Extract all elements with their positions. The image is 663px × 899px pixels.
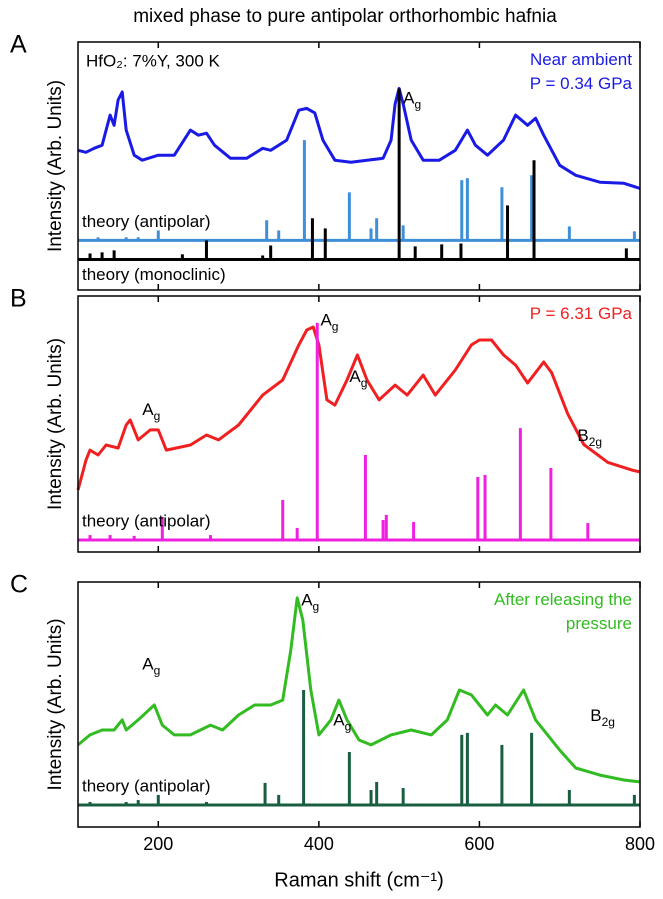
spectrum-name: After releasing the pressure: [494, 590, 632, 633]
annotation-main: A: [349, 367, 361, 386]
annotation-sub: g: [415, 98, 422, 112]
annotation-main: A: [403, 89, 415, 108]
panel-letter: C: [10, 571, 28, 599]
peak-annotation: Ag: [403, 89, 421, 112]
x-axis-label: Raman shift (cm⁻¹): [274, 869, 443, 891]
annotation-sub: 2g: [602, 715, 615, 729]
annotation-main: A: [142, 655, 154, 674]
annotation-main: A: [301, 591, 313, 610]
peak-annotation: Ag: [320, 311, 338, 334]
y-axis-label: Intensity (Arb. Units): [45, 618, 66, 790]
theory-label: theory (antipolar): [82, 212, 211, 231]
spectrum-line: [77, 87, 641, 190]
annotation-sub: 2g: [589, 435, 602, 449]
peak-annotation: Ag: [349, 367, 367, 390]
peak-annotation: B2g: [590, 706, 615, 729]
panel-letter: B: [10, 285, 27, 313]
peak-annotation: Ag: [142, 401, 160, 424]
condition-label: P = 6.31 GPa: [462, 302, 632, 326]
theory-label: theory (antipolar): [82, 511, 211, 530]
plot-frame: [77, 41, 641, 291]
y-axis-label: Intensity (Arb. Units): [45, 80, 66, 252]
x-tick-label: 200: [143, 834, 173, 854]
condition-label: After releasing the pressure: [462, 588, 632, 636]
condition-label: Near ambient P = 0.34 GPa: [462, 48, 632, 96]
annotation-sub: g: [345, 720, 352, 734]
pressure-label: P = 6.31 GPa: [529, 304, 632, 323]
annotation-sub: g: [154, 663, 161, 677]
spectrum-line: [77, 596, 641, 784]
spectrum-line: [76, 325, 641, 491]
peak-annotation: Ag: [142, 655, 160, 678]
plot-frame: [77, 581, 641, 828]
peak-annotation: Ag: [333, 711, 351, 734]
figure-title: mixed phase to pure antipolar orthorhomb…: [133, 6, 557, 27]
plot-frame: [77, 295, 641, 553]
pressure-label: P = 0.34 GPa: [529, 74, 632, 93]
theory-label: theory (monoclinic): [82, 265, 226, 284]
annotation-main: A: [142, 401, 154, 420]
peak-annotation: B2g: [577, 426, 602, 449]
x-tick-label: 400: [304, 834, 334, 854]
annotation-main: B: [590, 706, 601, 725]
peak-annotation: Ag: [301, 591, 319, 614]
annotation-main: A: [320, 311, 332, 330]
annotation-sub: g: [361, 376, 368, 390]
annotation-main: B: [577, 426, 588, 445]
annotation-sub: g: [154, 409, 161, 423]
x-tick-label: 800: [625, 834, 655, 854]
theory-label: theory (antipolar): [82, 776, 211, 795]
annotation-sub: g: [332, 320, 339, 334]
panel-letter: A: [10, 31, 27, 59]
annotation-sub: g: [313, 600, 320, 614]
spectrum-name: Near ambient: [529, 50, 632, 69]
y-axis-label: Intensity (Arb. Units): [45, 338, 66, 510]
annotation-main: A: [333, 711, 345, 730]
x-tick-label: 600: [464, 834, 494, 854]
sample-label: HfO₂: 7%Y, 300 K: [86, 51, 221, 70]
